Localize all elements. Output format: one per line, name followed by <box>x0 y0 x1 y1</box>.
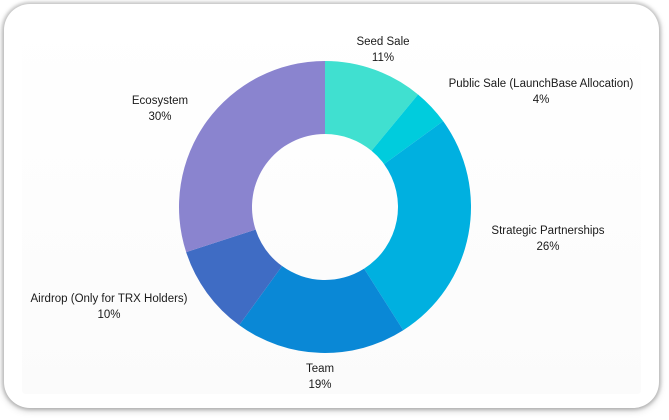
slice-team <box>239 266 404 353</box>
slice-value-label: 30% <box>148 111 171 123</box>
labels-group: Seed Sale 11% Public Sale (LaunchBase Allo… <box>31 36 634 391</box>
slice-label: Public Sale (LaunchBase Allocation) <box>449 78 634 90</box>
slice-label: Airdrop (Only for TRX Holders) <box>31 293 188 305</box>
slice-strategic-partnerships <box>364 121 472 331</box>
slice-label: Seed Sale <box>356 36 409 48</box>
slice-value-label: 19% <box>308 379 331 391</box>
slice-label: Ecosystem <box>132 95 188 107</box>
slice-airdrop-only-for-trx-holders <box>186 229 283 326</box>
slices-group <box>179 61 472 353</box>
slice-seed-sale <box>325 61 419 151</box>
slice-value-label: 26% <box>536 241 559 253</box>
slice-label: Strategic Partnerships <box>491 225 604 237</box>
slice-public-sale-launchbase-allocation <box>371 94 444 165</box>
slice-label: Team <box>306 363 334 375</box>
slice-ecosystem <box>179 61 325 253</box>
slice-value-label: 4% <box>533 94 550 106</box>
slice-value-label: 10% <box>97 309 120 321</box>
slice-value-label: 11% <box>372 52 394 64</box>
